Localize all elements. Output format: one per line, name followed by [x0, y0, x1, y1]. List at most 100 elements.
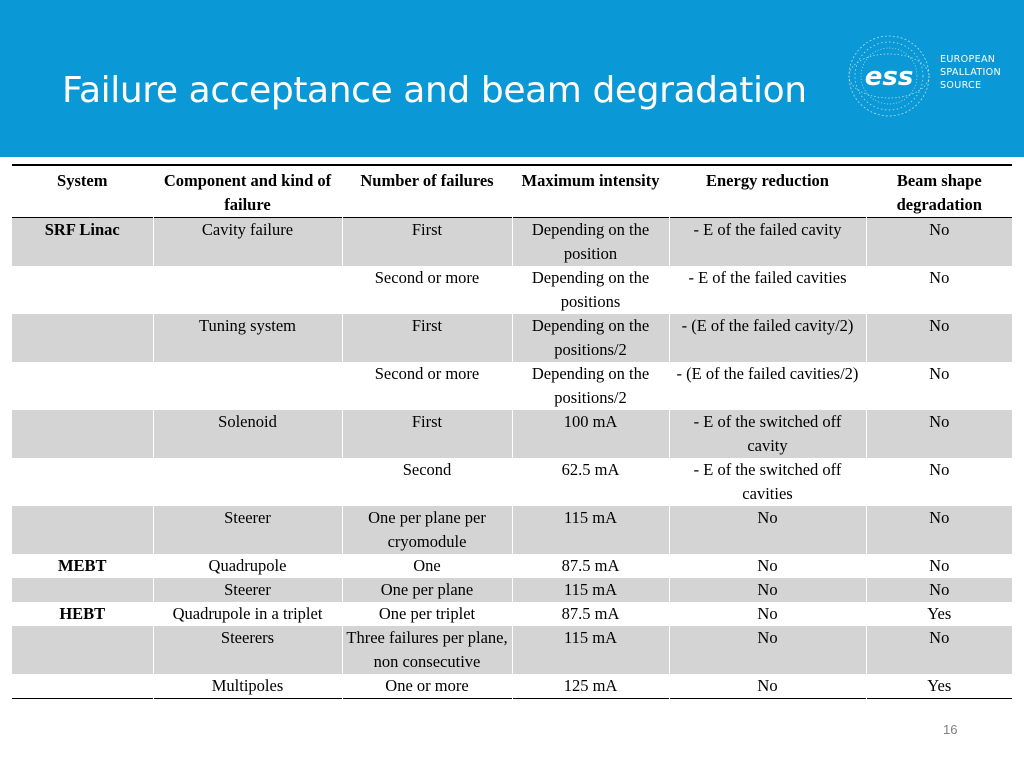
cell-component: Steerers [152, 626, 342, 674]
table-row: Second or more Depending on the position… [12, 266, 1012, 314]
table-row: SRF Linac Cavity failure First Depending… [12, 217, 1012, 266]
cell-energy: - (E of the failed cavity/2) [668, 314, 866, 362]
logo-line: SPALLATION [940, 67, 1001, 78]
cell-component: Solenoid [152, 410, 342, 458]
cell-energy: - E of the failed cavities [668, 266, 866, 314]
cell-beam: Yes [865, 602, 1012, 626]
table-row: HEBT Quadrupole in a triplet One per tri… [12, 602, 1012, 626]
cell-beam: No [865, 314, 1012, 362]
cell-intensity: 115 mA [511, 578, 669, 602]
cell-intensity: 87.5 mA [511, 554, 669, 578]
cell-system [12, 506, 153, 554]
cell-energy: No [668, 506, 866, 554]
cell-system [12, 362, 153, 410]
table-row: Steerers Three failures per plane, non c… [12, 626, 1012, 674]
cell-system [12, 578, 153, 602]
cell-system: HEBT [59, 604, 106, 623]
cell-failures: Second or more [341, 266, 512, 314]
table-row: Second 62.5 mA - E of the switched off c… [12, 458, 1012, 506]
cell-system: MEBT [57, 556, 107, 575]
cell-component [152, 266, 342, 314]
table-row: Tuning system First Depending on the pos… [12, 314, 1012, 362]
cell-beam: Yes [865, 674, 1012, 699]
cell-intensity: 115 mA [511, 626, 669, 674]
cell-beam: No [865, 217, 1012, 266]
cell-energy: No [668, 602, 866, 626]
cell-component: Steerer [152, 506, 342, 554]
cell-system [12, 266, 153, 314]
cell-energy: - E of the switched off cavities [668, 458, 866, 506]
cell-energy: - E of the switched off cavity [668, 410, 866, 458]
table-row: Multipoles One or more 125 mA No Yes [12, 674, 1012, 699]
cell-component: Steerer [152, 578, 342, 602]
cell-failures: Three failures per plane, non consecutiv… [341, 626, 512, 674]
cell-intensity: 62.5 mA [511, 458, 669, 506]
cell-energy: No [668, 578, 866, 602]
cell-system [12, 626, 153, 674]
ess-logo-icon: ess [848, 35, 930, 117]
cell-failures: First [341, 314, 512, 362]
cell-beam: No [865, 506, 1012, 554]
cell-component: Quadrupole [152, 554, 342, 578]
logo-line: EUROPEAN [940, 54, 996, 65]
header-intensity: Maximum intensity [511, 165, 669, 218]
cell-failures: One per plane per cryomodule [341, 506, 512, 554]
cell-beam: No [865, 266, 1012, 314]
logo-line: SOURCE [940, 80, 982, 91]
cell-failures: One per triplet [341, 602, 512, 626]
cell-energy: No [668, 626, 866, 674]
cell-system [12, 458, 153, 506]
cell-failures: First [341, 217, 512, 266]
cell-energy: - (E of the failed cavities/2) [668, 362, 866, 410]
slide-header: Failure acceptance and beam degradation … [0, 0, 1024, 157]
cell-component [152, 362, 342, 410]
cell-energy: No [668, 674, 866, 699]
cell-system: SRF Linac [12, 217, 153, 266]
table-header-row: System Component and kind of failure Num… [12, 165, 1012, 218]
cell-intensity: Depending on the positions/2 [511, 314, 669, 362]
header-failures: Number of failures [341, 165, 512, 218]
cell-intensity: 115 mA [511, 506, 669, 554]
cell-intensity: Depending on the positions/2 [511, 362, 669, 410]
table-row: Steerer One per plane per cryomodule 115… [12, 506, 1012, 554]
cell-failures: One or more [341, 674, 512, 699]
cell-system [12, 674, 153, 699]
cell-intensity: 100 mA [511, 410, 669, 458]
cell-failures: Second [341, 458, 512, 506]
cell-component: Multipoles [152, 674, 342, 699]
cell-component: Cavity failure [152, 217, 342, 266]
cell-beam: No [865, 578, 1012, 602]
cell-component: Tuning system [152, 314, 342, 362]
ess-logo-mark: ess [865, 62, 914, 92]
cell-component [152, 458, 342, 506]
table-row: MEBT Quadrupole One 87.5 mA No No [12, 554, 1012, 578]
cell-intensity: 87.5 mA [511, 602, 669, 626]
cell-intensity: Depending on the position [511, 217, 669, 266]
table-row: Solenoid First 100 mA - E of the switche… [12, 410, 1012, 458]
header-system: System [57, 171, 108, 190]
header-beam: Beam shape degradation [865, 165, 1012, 218]
cell-component: Quadrupole in a triplet [152, 602, 342, 626]
header-component: Component and kind of failure [152, 165, 342, 218]
header-energy: Energy reduction [668, 165, 866, 218]
cell-beam: No [865, 626, 1012, 674]
cell-failures: First [341, 410, 512, 458]
cell-failures: One per plane [341, 578, 512, 602]
cell-system [12, 410, 153, 458]
cell-beam: No [865, 554, 1012, 578]
cell-intensity: 125 mA [511, 674, 669, 699]
page-number: 16 [943, 722, 958, 737]
cell-beam: No [865, 362, 1012, 410]
table-row: Steerer One per plane 115 mA No No [12, 578, 1012, 602]
cell-energy: - E of the failed cavity [668, 217, 866, 266]
ess-logo-text: EUROPEAN SPALLATION SOURCE [940, 53, 1001, 92]
cell-beam: No [865, 458, 1012, 506]
ess-logo: ess EUROPEAN SPALLATION SOURCE [846, 32, 1016, 122]
table-row: Second or more Depending on the position… [12, 362, 1012, 410]
cell-system [12, 314, 153, 362]
cell-failures: Second or more [341, 362, 512, 410]
slide-title: Failure acceptance and beam degradation [62, 70, 807, 111]
cell-beam: No [865, 410, 1012, 458]
failure-table: System Component and kind of failure Num… [12, 164, 1012, 699]
cell-failures: One [341, 554, 512, 578]
